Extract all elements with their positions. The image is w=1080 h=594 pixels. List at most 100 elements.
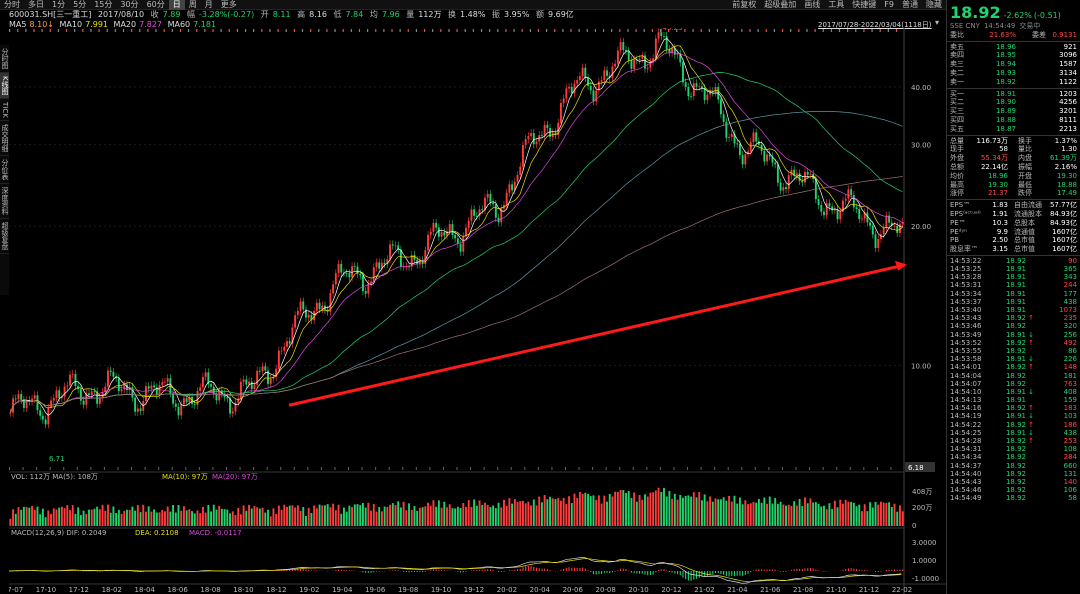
candle-body: [554, 132, 557, 135]
toolbar-menu-item[interactable]: 工具: [828, 0, 845, 9]
event-marker: [822, 467, 824, 470]
volume-bar: [568, 496, 571, 526]
toolbar-menu-item[interactable]: 普通: [902, 0, 918, 9]
candle-body: [616, 50, 619, 64]
candle-body: [193, 404, 196, 405]
candle-body: [660, 32, 663, 37]
volume-bar: [123, 510, 126, 526]
candle-body: [386, 259, 389, 265]
macd-bar: [283, 569, 285, 571]
toolbar-menu-item[interactable]: 画线: [804, 0, 821, 9]
order-book-row: 卖四 18.95 3096: [950, 51, 1080, 60]
candle-body: [619, 42, 622, 51]
period-tab[interactable]: 1分: [52, 0, 66, 9]
candle-body: [58, 390, 61, 399]
macd-bar: [896, 569, 898, 571]
candle-body: [820, 204, 823, 212]
toolbar-menu-item[interactable]: 隐藏: [926, 0, 942, 9]
event-marker: [358, 29, 361, 32]
candle-body: [196, 390, 199, 405]
period-tab[interactable]: 15分: [94, 0, 113, 9]
volume-bar: [644, 494, 646, 526]
macd-bar: [639, 571, 641, 574]
macd-bar: [310, 570, 312, 571]
period-tab[interactable]: 5分: [73, 0, 87, 9]
tick-volume: 103: [1063, 412, 1077, 421]
candle-body: [540, 135, 543, 136]
macd-bar: [370, 571, 372, 573]
candle-body: [877, 238, 880, 249]
toolbar-menu-item[interactable]: 快捷键: [852, 0, 877, 9]
candle-body: [17, 394, 20, 400]
period-tab[interactable]: 分时: [4, 0, 20, 9]
sidebar-tab[interactable]: 超级复盘: [0, 219, 9, 255]
event-marker: [537, 29, 540, 32]
sidebar-tab[interactable]: 成交明细: [0, 121, 9, 157]
event-marker: [578, 29, 580, 32]
period-tab[interactable]: 60分: [146, 0, 165, 9]
volume-bar: [277, 505, 280, 526]
macd-bar: [685, 571, 687, 580]
candle-body: [641, 55, 644, 59]
volume-bar: [272, 508, 275, 526]
book-price: 18.89: [995, 107, 1016, 116]
book-price: 18.96: [995, 42, 1016, 51]
stat-key: 总量: [950, 136, 964, 145]
tick-price: 18.91: [1005, 428, 1026, 437]
period-tab[interactable]: 多日: [28, 0, 44, 9]
stat-key-2: 开盘: [1018, 171, 1032, 180]
tick-time: 14:54:28: [950, 437, 982, 446]
kline-chart-area[interactable]: 40.00 30.00 20.00 10.00 49.23 6.71 6.18 VOL: 11…: [9, 28, 946, 594]
period-tab[interactable]: 30分: [120, 0, 139, 9]
x-axis-label: 21-10: [826, 586, 846, 594]
volume-bar: [408, 503, 410, 526]
tick-volume: 159: [1063, 396, 1077, 405]
volume-bar: [242, 505, 245, 526]
sidebar-tab[interactable]: 分价表: [0, 156, 9, 185]
candle-body: [250, 381, 253, 390]
tick-time: 14:53:37: [950, 297, 982, 306]
candle-body: [427, 234, 429, 251]
toolbar-menu-item[interactable]: 超级叠加: [764, 0, 797, 9]
macd-bar: [733, 571, 736, 577]
book-level: 卖四: [950, 51, 964, 60]
macd-bar: [660, 569, 662, 571]
stock-code[interactable]: 600031.SH[三一重工]: [9, 10, 92, 19]
sidebar-tab[interactable]: 深度资料: [0, 184, 9, 220]
macd-bar: [723, 571, 725, 575]
kline-chart-svg[interactable]: 40.00 30.00 20.00 10.00 49.23 6.71 6.18 VOL: 11…: [9, 28, 946, 594]
period-tab[interactable]: 更多: [220, 0, 237, 9]
period-tab[interactable]: 月: [204, 0, 213, 9]
sidebar-tab[interactable]: 分时图: [0, 45, 9, 73]
candle-body: [584, 67, 587, 79]
macd-bar: [430, 570, 432, 571]
macd-bar: [497, 571, 500, 572]
volume-bar: [725, 500, 728, 526]
period-tab[interactable]: 日: [168, 0, 185, 10]
candle-body: [272, 376, 275, 379]
volume-bar: [82, 510, 85, 526]
order-book-row: 卖一 18.92 1122: [950, 78, 1080, 87]
scroll-icon[interactable]: ▾: [934, 18, 939, 27]
macd-bar: [300, 568, 302, 571]
macd-bar: [682, 571, 684, 578]
toolbar-menu-item[interactable]: 前复权: [732, 0, 757, 9]
sidebar-tab[interactable]: K线图: [0, 73, 9, 99]
toolbar-menu-item[interactable]: F9: [884, 0, 894, 9]
macd-bar: [744, 571, 746, 575]
macd-bar: [563, 568, 565, 571]
avg-label: 均: [369, 10, 378, 19]
candle-body: [71, 373, 74, 375]
candle-body: [443, 232, 446, 236]
event-marker: [326, 29, 328, 32]
volume-bar: [153, 509, 156, 526]
candle-body: [465, 227, 467, 237]
period-tab[interactable]: 周: [188, 0, 197, 9]
date-range[interactable]: 2017/07/28-2022/03/04(1118日): [818, 21, 932, 29]
tick-list[interactable]: 14:53:22 18.92 90 14:53:25 18.91 365 14:53:28 1…: [947, 257, 1080, 503]
period-toolbar: 分时 多日 1分 5分 15分 30分 60分日周月更多 前复权 超级叠加 画线 工具 快捷键 F9 普通…: [0, 0, 946, 10]
candle-body: [315, 302, 318, 312]
tick-arrow-icon: [1026, 470, 1036, 478]
event-marker: [781, 467, 783, 470]
sidebar-tab[interactable]: TICK: [0, 99, 9, 122]
